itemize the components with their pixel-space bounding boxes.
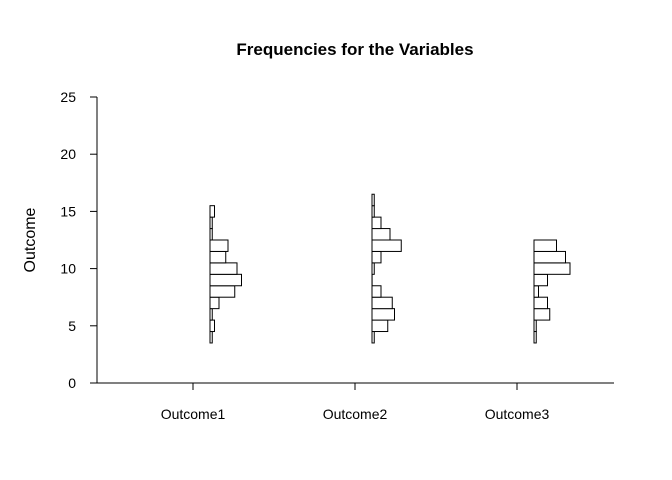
histogram-outcome1 [209,205,242,344]
histogram-bar [371,239,402,252]
histogram-bar [371,216,382,230]
histogram-bar [209,285,236,298]
histogram-bar [533,319,537,333]
histogram-bar [533,250,566,264]
x-tick-label: Outcome3 [485,406,550,422]
histogram-outcome2 [371,193,402,344]
histogram-bar [371,262,375,275]
histogram-bar [209,228,213,241]
histogram-bar [209,273,242,287]
histogram-bar [371,228,391,241]
histogram-bar [209,262,238,275]
histogram-bar [209,319,215,333]
y-tick-label: 10 [60,261,76,277]
histogram-bar [209,216,213,230]
histogram-bar [371,308,395,321]
histogram-bar [209,205,215,218]
histogram-bar [371,205,375,218]
y-tick-label: 5 [68,318,76,334]
histogram-bar [533,331,537,344]
x-tick-label: Outcome2 [323,406,388,422]
histogram-bar [533,262,571,275]
histogram-bar [371,285,382,298]
histogram-bar [533,239,557,252]
histogram-bar [371,296,393,310]
y-tick-label: 15 [60,203,76,219]
x-tick-label: Outcome1 [161,406,226,422]
histogram-bar [371,319,389,333]
y-tick-label: 0 [68,375,76,391]
histogram-bar [533,308,551,321]
histogram-bar [533,273,548,287]
histogram-outcome3 [533,239,571,344]
histogram-bar [533,285,539,298]
y-tick-label: 20 [60,146,76,162]
histogram-bars [209,193,571,344]
histogram-bar [371,331,375,344]
x-axis: Outcome1 Outcome2 Outcome3 [97,382,614,422]
y-axis-title: Outcome [22,207,39,272]
histogram-bar [209,296,220,310]
histogram-bar [533,296,548,310]
histogram-bar [209,308,213,321]
histogram-bar [209,239,229,252]
y-axis: 0 5 10 15 20 25 [60,89,98,391]
histogram-bar [209,250,227,264]
chart-title: Frequencies for the Variables [236,40,473,59]
histogram-bar [209,331,213,344]
histogram-bar [371,193,375,207]
y-tick-label: 25 [60,89,76,105]
histogram-bar [371,250,382,264]
